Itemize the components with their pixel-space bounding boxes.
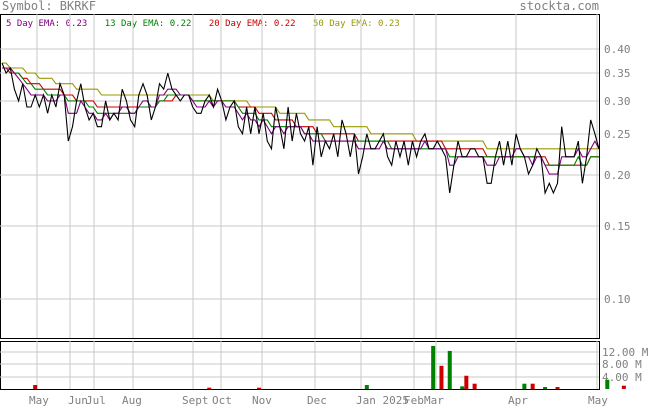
y-tick-label: 0.35 bbox=[604, 67, 631, 80]
ema50-line bbox=[2, 62, 599, 150]
legend-item-ema20: 20 Day EMA: 0.22 bbox=[208, 19, 296, 29]
price-panel-frame bbox=[0, 14, 600, 339]
volume-bar bbox=[522, 383, 527, 389]
site-name: stockta.com bbox=[519, 0, 599, 13]
legend-item-ema50: 50 Day EMA: 0.23 bbox=[313, 19, 400, 29]
x-tick-label: Jan 2025 bbox=[356, 394, 409, 406]
volume-bar bbox=[447, 350, 452, 389]
legend-item-ema5: 5 Day EMA: 0.23 bbox=[6, 19, 88, 29]
volume-panel-frame bbox=[0, 341, 600, 390]
x-tick-label: Feb bbox=[404, 394, 424, 406]
x-tick-label: Sept bbox=[182, 394, 209, 406]
volume-tick-label: 4.00 M bbox=[602, 371, 642, 384]
volume-bar bbox=[543, 387, 548, 389]
volume-bar bbox=[605, 379, 610, 389]
y-tick-label: 0.15 bbox=[604, 220, 631, 233]
x-tick-label: Dec bbox=[307, 394, 327, 406]
y-tick-label: 0.30 bbox=[604, 95, 631, 108]
volume-bar bbox=[460, 386, 465, 389]
x-tick-label: May bbox=[588, 394, 608, 406]
volume-bar bbox=[439, 365, 444, 389]
x-tick-label: Jul bbox=[86, 394, 106, 406]
y-tick-label: 0.25 bbox=[604, 128, 631, 141]
legend: 5 Day EMA: 0.23 13 Day EMA: 0.22 20 Day … bbox=[6, 19, 412, 29]
volume-bar bbox=[257, 387, 262, 389]
y-tick-label: 0.20 bbox=[604, 169, 631, 182]
volume-bar bbox=[621, 385, 626, 389]
x-tick-label: Oct bbox=[212, 394, 232, 406]
symbol-label: Symbol: BKRKF bbox=[2, 0, 96, 13]
volume-bar bbox=[364, 385, 369, 389]
volume-bar bbox=[207, 387, 212, 389]
x-tick-label: Apr bbox=[508, 394, 528, 406]
volume-bar bbox=[464, 375, 469, 389]
x-tick-label: Aug bbox=[122, 394, 142, 406]
volume-bar bbox=[431, 345, 436, 389]
volume-bar bbox=[530, 383, 535, 389]
ema5-line bbox=[2, 67, 600, 175]
x-tick-label: Jun bbox=[68, 394, 88, 406]
y-tick-label: 0.40 bbox=[604, 43, 631, 56]
y-tick-label: 0.10 bbox=[604, 293, 631, 306]
volume-tick-label: 8.00 M bbox=[602, 358, 642, 371]
volume-bar bbox=[33, 385, 38, 389]
x-tick-label: May bbox=[29, 394, 49, 406]
legend-item-ema13: 13 Day EMA: 0.22 bbox=[104, 19, 192, 29]
volume-bar bbox=[472, 383, 477, 389]
volume-tick-label: 12.00 M bbox=[602, 346, 649, 359]
volume-bar bbox=[555, 387, 560, 389]
x-tick-label: Mar bbox=[424, 394, 444, 406]
x-tick-label: Nov bbox=[252, 394, 272, 406]
price-line bbox=[1, 62, 600, 196]
